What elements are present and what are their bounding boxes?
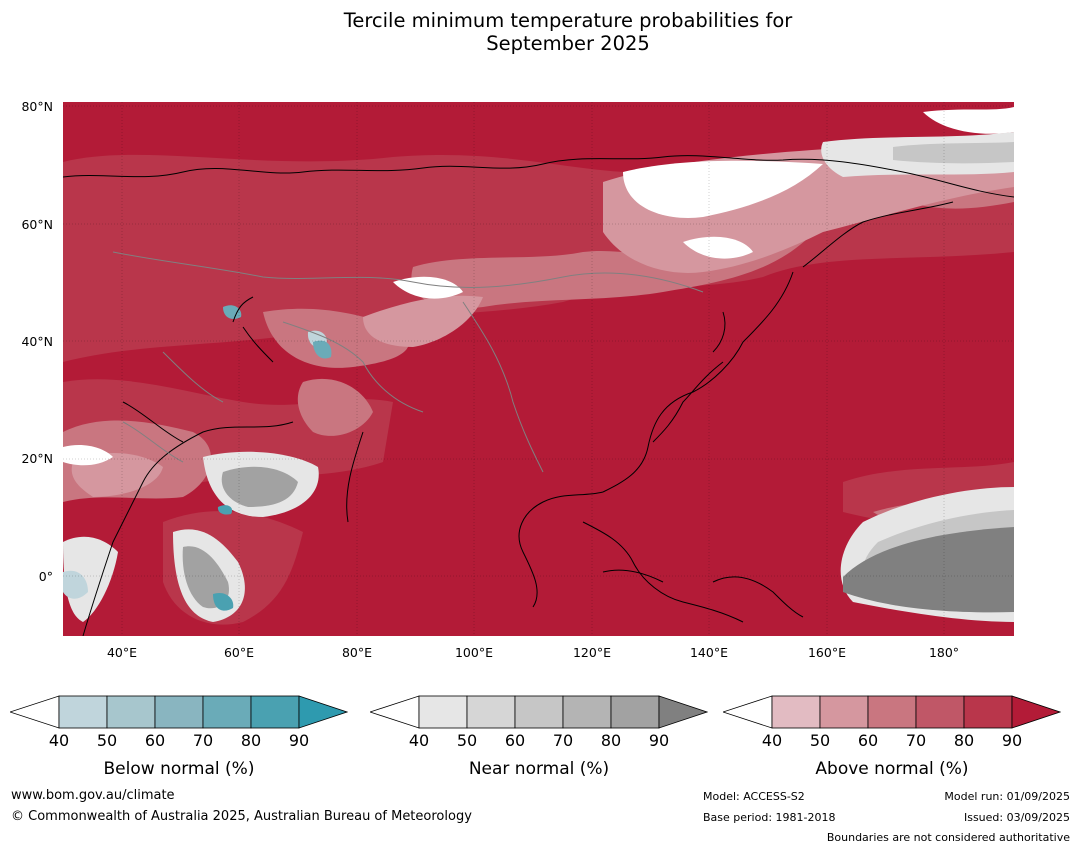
- colorbar-near-tick: 70: [552, 731, 574, 750]
- colorbar-above-segment: [819, 695, 869, 729]
- colorbar-below-segment: [154, 695, 204, 729]
- colorbar-below-segment: [202, 695, 252, 729]
- colorbar-below-label: Below normal (%): [103, 759, 255, 779]
- colorbar-near-normal: [370, 695, 708, 729]
- colorbar-above-tick: 80: [953, 731, 975, 750]
- colorbar-near-tick: 90: [648, 731, 670, 750]
- colorbar-above-low-extension: [723, 695, 773, 729]
- colorbar-below-tick: 60: [144, 731, 166, 750]
- website-text: www.bom.gov.au/climate: [11, 788, 175, 803]
- chart-title: Tercile minimum temperature probabilitie…: [0, 9, 1081, 55]
- colorbar-above-tick: 60: [857, 731, 879, 750]
- lon-label-40e: 40°E: [106, 645, 138, 660]
- colorbar-near-tick: 40: [408, 731, 430, 750]
- colorbar-above-tick: 40: [761, 731, 783, 750]
- lon-label-80e: 80°E: [341, 645, 373, 660]
- colorbar-below-tick: 50: [96, 731, 118, 750]
- colorbar-below-normal: [10, 695, 348, 729]
- colorbar-near-segment: [418, 695, 468, 729]
- title-line-1: Tercile minimum temperature probabilitie…: [343, 9, 793, 32]
- coastlines: [63, 155, 1014, 636]
- country-borders: [112, 251, 704, 473]
- lon-label-160e: 160°E: [807, 645, 846, 660]
- colorbar-near-segment: [466, 695, 516, 729]
- lon-label-60e: 60°E: [223, 645, 255, 660]
- white-zones: [63, 107, 1014, 466]
- colorbar-above-segment: [771, 695, 821, 729]
- colorbar-above-tick: 50: [809, 731, 831, 750]
- colorbar-below-tick: 90: [288, 731, 310, 750]
- colorbar-below-tick: 80: [240, 731, 262, 750]
- colorbar-near-high-extension: [658, 695, 708, 729]
- base-period-text: Base period: 1981-2018: [703, 811, 836, 824]
- copyright-text: © Commonwealth of Australia 2025, Austra…: [11, 809, 472, 824]
- colorbar-near-low-extension: [370, 695, 420, 729]
- colorbar-below-tick: 70: [192, 731, 214, 750]
- lat-label-40n: 40°N: [21, 334, 53, 349]
- colorbar-above-segment: [963, 695, 1013, 729]
- colorbar-near-label: Near normal (%): [468, 759, 610, 779]
- graticule: [63, 102, 1014, 636]
- colorbar-below-low-extension: [10, 695, 60, 729]
- lat-label-60n: 60°N: [21, 217, 53, 232]
- colorbar-below-high-extension: [298, 695, 348, 729]
- lon-label-120e: 120°E: [572, 645, 611, 660]
- title-line-2: September 2025: [486, 32, 650, 55]
- colorbar-below-tick: 40: [48, 731, 70, 750]
- colorbar-near-segment: [562, 695, 612, 729]
- lat-label-20n: 20°N: [21, 451, 53, 466]
- colorbar-below-segment: [250, 695, 300, 729]
- colorbar-below-segment: [106, 695, 156, 729]
- forecast-map: [63, 102, 1014, 636]
- colorbar-above-normal: [723, 695, 1061, 729]
- colorbar-above-tick: 70: [905, 731, 927, 750]
- colorbar-above-segment: [867, 695, 917, 729]
- issued-text: Issued: 03/09/2025: [963, 811, 1070, 824]
- colorbar-above-label: Above normal (%): [815, 759, 969, 779]
- colorbar-near-segment: [610, 695, 660, 729]
- model-run-text: Model run: 01/09/2025: [944, 790, 1070, 803]
- near-normal-zones: [63, 132, 1014, 622]
- model-text: Model: ACCESS-S2: [703, 790, 805, 803]
- colorbar-near-tick: 60: [504, 731, 526, 750]
- colorbar-above-high-extension: [1011, 695, 1061, 729]
- map-svg: [63, 102, 1014, 636]
- colorbar-near-segment: [514, 695, 564, 729]
- colorbar-near-tick: 80: [600, 731, 622, 750]
- disclaimer-text: Boundaries are not considered authoritat…: [826, 831, 1070, 844]
- lat-label-0: 0°: [38, 569, 53, 584]
- colorbar-near-tick: 50: [456, 731, 478, 750]
- colorbar-above-tick: 90: [1001, 731, 1023, 750]
- lat-label-80n: 80°N: [21, 99, 53, 114]
- colorbar-below-segment: [58, 695, 108, 729]
- colorbar-above-segment: [915, 695, 965, 729]
- lon-label-100e: 100°E: [454, 645, 493, 660]
- lon-label-180: 180°: [928, 645, 960, 660]
- lon-label-140e: 140°E: [689, 645, 728, 660]
